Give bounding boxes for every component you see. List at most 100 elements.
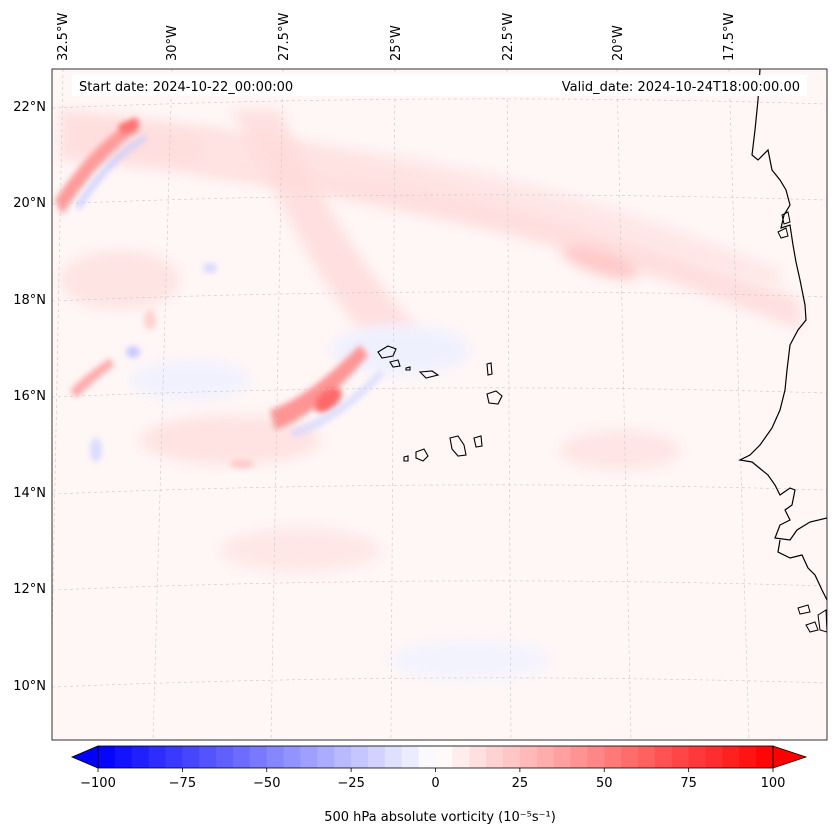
longitude-labels: 32.5°W 30°W 27.5°W 25°W 22.5°W 20°W 17.5… xyxy=(56,13,737,61)
colorbar-cell xyxy=(384,746,403,768)
vorticity-streak-west xyxy=(70,358,114,398)
colorbar-tick-label: −100 xyxy=(80,776,116,791)
colorbar-tick-label: 100 xyxy=(761,776,786,791)
island-brava xyxy=(403,455,409,462)
colorbar-tick-label: 25 xyxy=(512,776,529,791)
lon-label: 32.5°W xyxy=(56,13,71,61)
island-coast xyxy=(781,211,791,225)
negative-patch xyxy=(390,640,550,680)
colorbar-cell xyxy=(452,746,470,768)
lon-label: 22.5°W xyxy=(501,13,516,61)
lat-label: 12°N xyxy=(13,582,46,597)
vorticity-streak-nw xyxy=(55,118,140,215)
longitude-line xyxy=(616,69,632,740)
valid-date-label: Valid_date: 2024-10-24T18:00:00.00 xyxy=(562,80,800,95)
colorbar-cell xyxy=(98,746,116,768)
latitude-labels: 22°N 20°N 18°N 16°N 14°N 12°N 10°N xyxy=(13,100,46,694)
longitude-line xyxy=(270,69,284,740)
colorbar-cell xyxy=(469,746,487,768)
negative-patch xyxy=(330,325,470,375)
island-coast xyxy=(777,227,789,239)
vorticity-plume xyxy=(230,110,420,330)
west-africa-coastline xyxy=(738,69,827,541)
lat-label: 14°N xyxy=(13,486,46,501)
colorbar-cell xyxy=(570,746,588,768)
island-santa-luzia xyxy=(405,366,411,371)
colorbar-extend-high xyxy=(772,745,808,769)
negative-spot xyxy=(126,346,140,358)
longitude-line xyxy=(390,69,396,740)
colorbar-cell xyxy=(131,746,150,768)
island-fogo xyxy=(415,448,429,462)
lon-label: 25°W xyxy=(389,25,404,61)
positive-spot xyxy=(144,310,156,330)
island-maio xyxy=(473,435,483,448)
vorticity-streak-nw-core xyxy=(118,118,138,134)
colorbar-cell xyxy=(688,746,706,768)
colorbar-cell xyxy=(266,746,285,768)
colorbar-cell xyxy=(351,746,369,768)
colorbar-extend-low xyxy=(70,745,99,769)
bijagos-island xyxy=(817,609,827,633)
latitude-line xyxy=(52,98,827,109)
colorbar-cell xyxy=(503,746,521,768)
colorbar-cell xyxy=(300,746,318,768)
colorbar-cell xyxy=(317,746,335,768)
cape-verde-islands xyxy=(377,345,503,462)
colorbar-cell xyxy=(283,746,301,768)
lon-label: 20°W xyxy=(611,25,626,61)
vorticity-streak-central-neg xyxy=(290,370,384,438)
negative-patch xyxy=(130,360,250,400)
colorbar-cell xyxy=(705,746,723,768)
vorticity-band-north2 xyxy=(200,130,780,290)
colorbar: −100 −75 −50 −25 0 25 50 75 100 500 hPa absolute… xyxy=(70,745,808,825)
map-frame xyxy=(51,68,828,741)
lon-label: 27.5°W xyxy=(277,13,292,61)
header-box xyxy=(72,75,807,96)
colorbar-cell xyxy=(671,746,690,768)
colorbar-tick-label: 75 xyxy=(680,776,697,791)
positive-patch xyxy=(220,528,380,572)
start-date-label: Start date: 2024-10-22_00:00:00 xyxy=(79,80,293,95)
colorbar-tick-label: 50 xyxy=(596,776,613,791)
colorbar-cell xyxy=(249,746,268,768)
colorbar-cells xyxy=(98,746,774,768)
colorbar-tick-label: 0 xyxy=(431,776,439,791)
colorbar-cell xyxy=(756,746,774,768)
colorbar-cell xyxy=(216,746,234,768)
colorbar-cell xyxy=(621,746,639,768)
colorbar-tick-label: −50 xyxy=(253,776,280,791)
bijagos-island xyxy=(797,604,811,615)
colorbar-cell xyxy=(199,746,217,768)
negative-spot xyxy=(90,438,102,462)
colorbar-cell xyxy=(368,746,386,768)
colorbar-cell xyxy=(182,746,200,768)
colorbar-cell xyxy=(722,746,740,768)
colorbar-cell xyxy=(401,746,420,768)
lon-label: 30°W xyxy=(165,25,180,61)
colorbar-label: 500 hPa absolute vorticity (10⁻⁵s⁻¹) xyxy=(324,810,556,825)
colorbar-cell xyxy=(233,746,251,768)
island-santo-antao xyxy=(377,345,397,359)
longitude-line xyxy=(506,69,512,740)
longitude-line xyxy=(152,69,173,740)
lon-label: 17.5°W xyxy=(722,13,737,61)
positive-band-east xyxy=(561,245,639,279)
colorbar-ticks: −100 −75 −50 −25 0 25 50 75 100 xyxy=(80,768,785,791)
latitude-line xyxy=(52,677,827,688)
colorbar-cell xyxy=(604,746,622,768)
lat-label: 22°N xyxy=(13,100,46,115)
negative-spot xyxy=(203,263,217,273)
island-sao-nicolau xyxy=(418,370,440,379)
colorbar-cell xyxy=(148,746,166,768)
island-sal xyxy=(486,362,493,376)
map-panel xyxy=(51,68,828,741)
positive-patch xyxy=(560,430,680,470)
latitude-line xyxy=(52,291,827,302)
colorbar-cell xyxy=(435,746,453,768)
colorbar-cell xyxy=(587,746,605,768)
lat-label: 10°N xyxy=(13,679,46,694)
positive-spot xyxy=(230,460,254,468)
colorbar-cell xyxy=(334,746,352,768)
